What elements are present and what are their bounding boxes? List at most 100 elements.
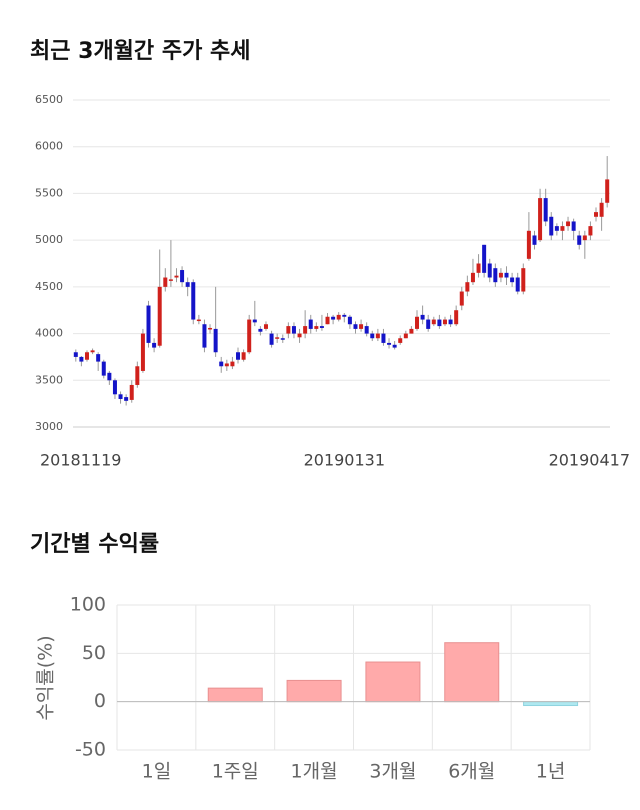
candle-body (236, 352, 241, 360)
candle-body (308, 319, 313, 329)
y-tick-label: 4500 (35, 280, 63, 293)
candle-body (168, 279, 173, 281)
candle-body (566, 221, 571, 227)
y-tick-label: 5500 (35, 186, 63, 199)
candle-body (219, 361, 224, 367)
candle-body (392, 344, 397, 348)
candle-body (594, 212, 599, 217)
candle-body (543, 198, 548, 222)
y-tick-label: 3500 (35, 373, 63, 386)
candle-body (336, 314, 341, 320)
bar (365, 661, 421, 703)
candle-body (163, 277, 168, 287)
x-tick-label: 1일 (142, 761, 172, 783)
candle-body (314, 326, 319, 329)
candle-body (275, 337, 280, 339)
candle-body (112, 380, 117, 395)
candle-body (437, 319, 442, 327)
candle-body (538, 198, 543, 241)
candle-body (370, 333, 375, 339)
candle-body (353, 324, 358, 329)
candle-body (140, 333, 145, 371)
candle-body (381, 333, 386, 343)
candle-body (180, 270, 185, 283)
candle-body (202, 324, 207, 348)
candle-body (146, 305, 151, 343)
candle-body (297, 333, 302, 338)
y-tick-label: 3000 (35, 420, 63, 433)
candle-body (319, 326, 324, 328)
candle-body (375, 333, 380, 339)
chart-title: 기간별 수익률 (30, 532, 159, 557)
x-tick-label: 20190417 (549, 451, 630, 470)
candle-body (96, 354, 101, 362)
y-tick-label: 5000 (35, 233, 63, 246)
y-tick-label: -50 (75, 739, 106, 761)
x-tick-label: 6개월 (448, 761, 495, 783)
x-tick-label: 1개월 (291, 761, 338, 783)
candle-body (224, 363, 229, 367)
y-tick-label: 100 (70, 594, 106, 616)
candle-body (247, 319, 252, 353)
bar (207, 687, 263, 703)
bar (286, 679, 342, 703)
candle-body (521, 268, 526, 292)
candle-body (504, 272, 509, 278)
candle-body (588, 226, 593, 236)
candle-body (431, 319, 436, 325)
candle-body (415, 316, 420, 329)
candle-body (364, 326, 369, 334)
y-tick-label: 4000 (35, 327, 63, 340)
bar (444, 642, 500, 703)
candle-body (331, 316, 336, 320)
candle-body (135, 366, 140, 385)
candle-body (280, 338, 285, 340)
candle-body (448, 319, 453, 325)
candle-body (79, 356, 84, 362)
candle-body (465, 282, 470, 292)
candle-body (409, 328, 414, 334)
candle-body (303, 326, 308, 334)
candle-body (498, 272, 503, 278)
candle-body (252, 319, 257, 323)
candle-body (129, 384, 134, 400)
candle-body (263, 324, 268, 329)
bar (523, 701, 579, 707)
candle-body (560, 226, 565, 231)
candle-body (359, 324, 364, 329)
candle-body (269, 333, 274, 345)
candle-body (459, 291, 464, 306)
candle-body (442, 319, 447, 325)
candle-body (258, 328, 263, 332)
candle-body (90, 350, 95, 353)
candle-body (157, 286, 162, 346)
candle-body (532, 235, 537, 245)
y-tick-label: 50 (82, 642, 106, 664)
x-tick-label: 3개월 (369, 761, 416, 783)
candle-body (482, 244, 487, 273)
candle-body (241, 352, 246, 360)
candle-body (571, 221, 576, 231)
candle-body (554, 226, 559, 231)
candle-body (208, 327, 213, 330)
candle-body (196, 319, 201, 322)
x-tick-label: 20190131 (304, 451, 385, 470)
candle-body (493, 268, 498, 283)
chart-title: 최근 3개월간 주가 추세 (30, 39, 250, 64)
candle-body (549, 216, 554, 236)
candle-body (599, 202, 604, 217)
candle-body (526, 230, 531, 259)
candle-body (476, 263, 481, 273)
candle-body (213, 328, 218, 353)
candle-body (470, 272, 475, 283)
candle-body (398, 338, 403, 343)
x-tick-label: 1주일 (212, 761, 259, 783)
candle-body (101, 361, 106, 376)
y-tick-label: 0 (94, 690, 106, 712)
candle-body (107, 372, 112, 381)
candle-body (73, 352, 78, 357)
candle-body (118, 394, 123, 399)
candle-body (582, 235, 587, 241)
x-tick-label: 1년 (536, 761, 566, 783)
